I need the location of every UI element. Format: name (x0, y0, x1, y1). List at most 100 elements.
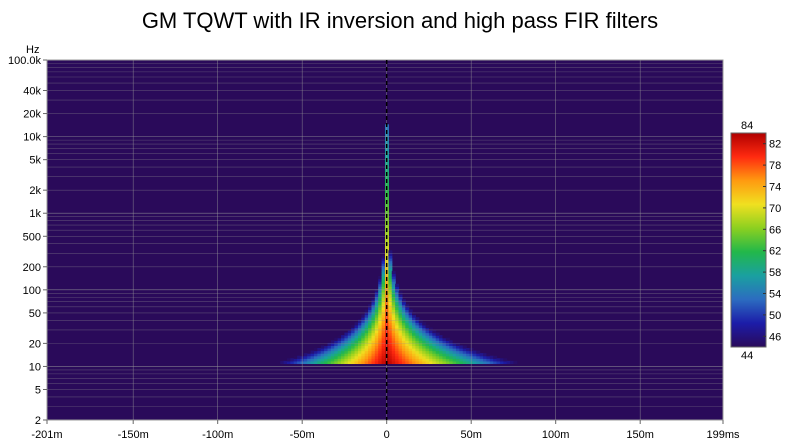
heat-cell (381, 319, 386, 323)
heat-cell (364, 360, 369, 365)
heat-cell (374, 322, 379, 326)
heat-cell (442, 345, 447, 349)
heat-cell (388, 335, 393, 339)
heat-cell (395, 348, 400, 352)
heat-cell (344, 360, 349, 365)
heat-cell (364, 332, 369, 336)
heat-cell (432, 335, 437, 339)
heat-cell (439, 335, 444, 339)
heat-cell (368, 319, 373, 323)
heat-cell (432, 358, 437, 362)
heat-cell (354, 350, 359, 354)
heat-cell (395, 350, 400, 354)
heat-cell (354, 360, 359, 365)
heat-cell (357, 345, 362, 349)
heat-cell (303, 353, 308, 357)
heat-cell (452, 350, 457, 354)
heat-cell (493, 355, 498, 359)
heat-cell (388, 301, 393, 305)
heat-cell (374, 324, 379, 329)
heat-cell (378, 342, 383, 347)
heat-cell (439, 345, 444, 349)
heat-cell (442, 342, 447, 347)
heat-cell (378, 314, 383, 318)
heat-cell (405, 314, 410, 318)
heat-cell (428, 353, 433, 357)
heat-cell (361, 340, 366, 344)
heat-cell (398, 299, 403, 303)
heat-cell (466, 353, 471, 357)
heat-cell (381, 335, 386, 339)
heat-cell (412, 348, 417, 352)
heat-cell (391, 342, 396, 347)
heat-cell (391, 301, 396, 305)
heat-cell (435, 348, 440, 352)
heat-cell (408, 309, 413, 313)
heat-cell (449, 340, 454, 344)
heat-cell (371, 309, 376, 313)
heat-cell (357, 358, 362, 362)
heat-cell (371, 358, 376, 362)
heat-cell (425, 340, 430, 344)
heat-cell (354, 348, 359, 352)
heat-cell (401, 348, 406, 352)
heat-cell (378, 324, 383, 329)
heat-cell (290, 358, 295, 362)
heat-cell (395, 283, 400, 287)
heat-cell (337, 355, 342, 359)
heat-cell (415, 322, 420, 326)
heat-cell (381, 263, 386, 267)
heat-cell (378, 296, 383, 300)
heat-cell (381, 348, 386, 352)
heat-cell (401, 342, 406, 347)
heat-cell (361, 332, 366, 336)
heat-cell (368, 337, 373, 341)
colorbar-tick-label: 50 (769, 310, 781, 322)
heat-cell (398, 348, 403, 352)
heat-cell (422, 332, 427, 336)
heat-cell (337, 340, 342, 344)
heat-cell (499, 358, 504, 362)
heat-cell (425, 324, 430, 329)
heat-cell (361, 324, 366, 329)
heat-cell (388, 276, 393, 280)
heat-cell (357, 335, 362, 339)
heat-cell (381, 286, 386, 290)
heat-cell (459, 348, 464, 352)
heat-cell (371, 312, 376, 316)
heat-cell (374, 353, 379, 357)
heat-cell (388, 314, 393, 318)
heat-cell (378, 276, 383, 280)
heat-cell (371, 314, 376, 318)
heat-cell (330, 360, 335, 365)
heat-cell (357, 348, 362, 352)
heat-cell (381, 350, 386, 354)
heat-cell (341, 337, 346, 341)
y-tick-label: 500 (23, 231, 41, 243)
heat-cell (347, 350, 352, 354)
heat-cell (368, 314, 373, 318)
heat-cell (439, 350, 444, 354)
heat-cell (388, 319, 393, 323)
heat-cell (374, 337, 379, 341)
heat-cell (351, 353, 356, 357)
heat-cell (320, 355, 325, 359)
heat-cell (408, 312, 413, 316)
heat-cell (435, 337, 440, 341)
heat-cell (483, 358, 487, 362)
heat-cell (428, 355, 433, 359)
heat-cell (357, 332, 362, 336)
heat-cell (337, 342, 342, 347)
heat-cell (317, 355, 322, 359)
heat-cell (303, 360, 308, 365)
heat-cell (455, 355, 460, 359)
heat-cell (327, 342, 332, 347)
heat-cell (374, 296, 379, 300)
heat-cell (445, 337, 450, 341)
heat-cell (412, 322, 417, 326)
heat-cell (425, 358, 430, 362)
heat-cell (391, 309, 396, 313)
heat-cell (449, 350, 454, 354)
heat-cell (435, 342, 440, 347)
